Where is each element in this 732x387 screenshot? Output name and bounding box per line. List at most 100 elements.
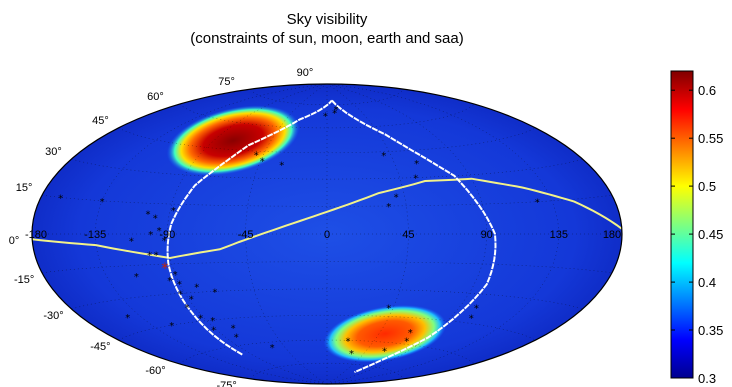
source-marker: *	[260, 156, 265, 167]
latitude-tick-label: 90°	[297, 67, 314, 79]
meridian-line	[326, 84, 487, 384]
source-marker: *	[408, 328, 413, 339]
source-marker: *	[414, 159, 419, 170]
longitude-tick-label: -135	[84, 229, 106, 241]
source-marker: *	[154, 250, 159, 261]
colorbar-tick-label: 0.35	[698, 323, 723, 338]
source-marker: *	[211, 326, 216, 337]
source-marker: *	[148, 230, 153, 241]
source-marker: *	[323, 111, 328, 122]
source-marker: *	[178, 289, 183, 300]
white-curve-left	[166, 99, 333, 356]
source-marker: *	[254, 151, 259, 162]
longitude-tick-label: 135	[550, 229, 568, 241]
parallel-line	[250, 88, 404, 106]
longitude-tick-label: 0	[324, 229, 330, 241]
parallel-line	[179, 339, 475, 365]
source-marker: *	[167, 276, 172, 287]
source-marker: *	[381, 151, 386, 162]
source-marker: *	[535, 198, 540, 209]
sky-map: ***** ***** * ** ********* ** ** ** *** *********…	[31, 83, 623, 385]
source-marker: *	[474, 304, 479, 315]
latitude-tick-label: -30°	[43, 310, 63, 322]
chart-title: Sky visibility	[287, 11, 368, 28]
colorbar-tick-label: 0.6	[698, 83, 716, 98]
latitude-tick-label: -15°	[14, 274, 34, 286]
parallel-line	[250, 362, 404, 380]
source-marker: *	[346, 336, 351, 347]
source-markers: ***** ***** * ** ********* ** ** ** *** *********…	[58, 105, 539, 360]
source-marker: *	[173, 270, 178, 281]
latitude-tick-label: 60°	[147, 91, 164, 103]
source-marker: *	[129, 236, 134, 247]
highlight-source-marker: *	[161, 261, 168, 277]
latitude-tick-label: 75°	[218, 76, 235, 88]
source-marker: *	[386, 304, 391, 315]
yellow-curve	[32, 177, 622, 260]
source-marker: *	[125, 313, 130, 324]
sky-map-outline	[31, 83, 623, 385]
source-marker: *	[153, 214, 158, 225]
hotspot-south	[323, 305, 447, 363]
latitude-ticks: 90° 75° 60° 45° 30° 15° 0° -15° -30° -45° -60° -75°…	[9, 67, 314, 387]
source-marker: *	[334, 105, 339, 116]
latitude-tick-label: 0°	[9, 235, 20, 247]
source-marker: *	[404, 337, 409, 348]
source-marker: *	[177, 280, 182, 291]
source-marker: *	[157, 226, 162, 237]
parallel-line	[179, 103, 475, 129]
meridian-line	[167, 84, 328, 384]
source-marker: *	[185, 303, 190, 314]
longitude-ticks: -180 -135 -90 -45 0 45 90 135 180	[25, 229, 621, 241]
colorbar-tick-label: 0.5	[698, 179, 716, 194]
colorbar: 0.6 0.55 0.5 0.45 0.4 0.35 0.3	[670, 70, 723, 386]
latitude-tick-label: 45°	[92, 115, 109, 127]
source-marker: *	[332, 108, 337, 119]
colorbar-bar	[670, 70, 694, 379]
source-marker: *	[134, 272, 139, 283]
source-marker: *	[169, 321, 174, 332]
longitude-tick-label: -90	[159, 229, 175, 241]
source-marker: *	[198, 313, 203, 324]
latitude-tick-label: -75°	[216, 380, 236, 387]
longitude-tick-label: 90	[481, 229, 493, 241]
hotspot-north	[166, 105, 300, 176]
source-marker: *	[413, 174, 418, 185]
colorbar-tick-label: 0.55	[698, 131, 723, 146]
latitude-tick-label: -45°	[90, 341, 110, 353]
source-marker: *	[279, 160, 284, 171]
source-marker: *	[231, 324, 236, 335]
hotspot-layer	[166, 105, 447, 363]
white-curve-right	[331, 99, 497, 374]
colorbar-tick-label: 0.4	[698, 275, 716, 290]
latitude-tick-label: 30°	[45, 146, 62, 158]
source-marker: *	[100, 197, 105, 208]
longitude-tick-label: 45	[402, 229, 414, 241]
source-marker: *	[146, 210, 151, 221]
constraint-curves	[32, 99, 622, 374]
colorbar-tick-label: 0.3	[698, 371, 716, 386]
source-marker: *	[234, 332, 239, 343]
source-marker: *	[147, 251, 152, 262]
graticule	[32, 84, 622, 384]
source-marker: *	[194, 283, 199, 294]
latitude-tick-label: -60°	[145, 365, 165, 377]
source-marker: *	[58, 193, 63, 204]
longitude-tick-label: -180	[25, 229, 47, 241]
source-marker: *	[162, 236, 167, 247]
longitude-tick-label: 180	[603, 229, 621, 241]
latitude-tick-label: 15°	[16, 182, 33, 194]
source-marker: *	[349, 349, 354, 360]
source-marker: *	[469, 313, 474, 324]
source-marker: *	[386, 202, 391, 213]
source-marker: *	[189, 295, 194, 306]
colorbar-tick-label: 0.45	[698, 227, 723, 242]
source-marker: *	[210, 316, 215, 327]
colorbar-ticks: 0.6 0.55 0.5 0.45 0.4 0.35 0.3	[671, 83, 723, 386]
source-marker: *	[212, 287, 217, 298]
parallel-line	[71, 288, 583, 310]
source-marker: *	[270, 343, 275, 354]
source-marker: *	[394, 193, 399, 204]
longitude-tick-label: -45	[238, 229, 254, 241]
